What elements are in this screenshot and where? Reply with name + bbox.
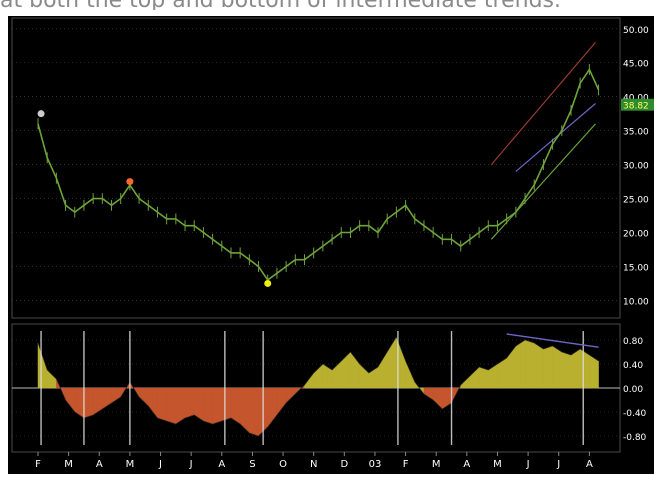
oscillator-area-segment: [166, 387, 177, 425]
price-marker-start: [37, 110, 45, 118]
price-tick-label: 45.00: [623, 60, 649, 70]
oscillator-area-segment: [552, 345, 563, 389]
channel-upper-line: [490, 41, 596, 165]
oscillator-series-line: [37, 336, 599, 437]
x-tick-label: M: [493, 459, 502, 470]
oscillator-area-segment: [203, 387, 213, 425]
price-tick-label: 25.00: [623, 196, 649, 206]
x-tick-label: A: [96, 459, 103, 470]
oscillator-area-segment: [543, 345, 553, 389]
x-tick-label: D: [340, 459, 348, 470]
oscillator-area-segment: [524, 339, 535, 389]
price-tick-label: 35.00: [623, 128, 649, 138]
x-tick-label: J: [158, 459, 162, 470]
oscillator-area-segment: [249, 387, 259, 437]
price-tick-label: 10.00: [623, 297, 649, 307]
price-tick-label: 50.00: [623, 26, 649, 36]
oscillator-area-segment: [212, 387, 223, 425]
oscillator-tick-label: 0.40: [623, 361, 643, 371]
oscillator-area-segment: [579, 348, 590, 389]
oscillator-tick-label: -0.80: [623, 433, 647, 443]
oscillator-area-segment: [570, 348, 581, 389]
oscillator-area-segment: [83, 387, 94, 419]
x-tick-label: M: [126, 459, 135, 470]
caption-text: at both the top and bottom of intermedia…: [0, 0, 654, 10]
oscillator-tick-label: 0.80: [623, 337, 643, 347]
x-tick-label: J: [526, 459, 530, 470]
oscillator-panel: [37, 331, 599, 445]
x-tick-label: A: [463, 459, 470, 470]
channel-middle-line: [515, 103, 596, 172]
price-marker-low: [264, 279, 272, 287]
oscillator-area-segment: [561, 351, 572, 389]
x-tick-label: A: [218, 459, 225, 470]
oscillator-tick-label: -0.40: [623, 409, 647, 419]
oscillator-area-segment: [515, 339, 526, 389]
oscillator-area-segment: [221, 387, 232, 422]
price-series-line: [37, 67, 600, 282]
x-tick-label: J: [556, 459, 560, 470]
oscillator-area-segment: [478, 366, 489, 389]
price-oscillator-chart: 50.00 45.00 40.00 35.00 30.00 25.00 20.00 15.00…: [8, 16, 654, 474]
x-tick-label: N: [310, 459, 317, 470]
last-price-badge: [621, 98, 654, 111]
x-tick-label: A: [586, 459, 593, 470]
axis-layer: 50.00 45.00 40.00 35.00 30.00 25.00 20.00 15.00…: [35, 26, 654, 470]
x-tick-label: S: [249, 459, 255, 470]
price-tick-label: 15.00: [623, 263, 649, 273]
oscillator-area-segment: [157, 387, 167, 422]
price-marker-high: [126, 178, 134, 186]
x-tick-label: M: [64, 459, 73, 470]
x-tick-label: O: [279, 459, 287, 470]
x-tick-label: F: [35, 459, 41, 470]
x-tick-label: F: [403, 459, 409, 470]
price-tick-label: 20.00: [623, 230, 649, 240]
x-tick-label: J: [189, 459, 193, 470]
price-tick-label: 30.00: [623, 162, 649, 172]
last-price-label: 38.82: [623, 102, 649, 112]
stock-chart-panel: 50.00 45.00 40.00 35.00 30.00 25.00 20.00 15.00…: [8, 16, 654, 474]
x-tick-label: 03: [369, 459, 382, 470]
x-tick-label: M: [432, 459, 441, 470]
oscillator-tick-label: 0.00: [623, 385, 643, 395]
oscillator-area-segment: [533, 342, 544, 389]
price-tick-label: 40.00: [623, 94, 649, 104]
channel-lower-line: [490, 123, 596, 240]
price-panel-border: [11, 17, 621, 319]
oscillator-area-segment: [184, 387, 195, 419]
price-panel: [37, 41, 600, 287]
oscillator-trendline: [506, 333, 599, 348]
